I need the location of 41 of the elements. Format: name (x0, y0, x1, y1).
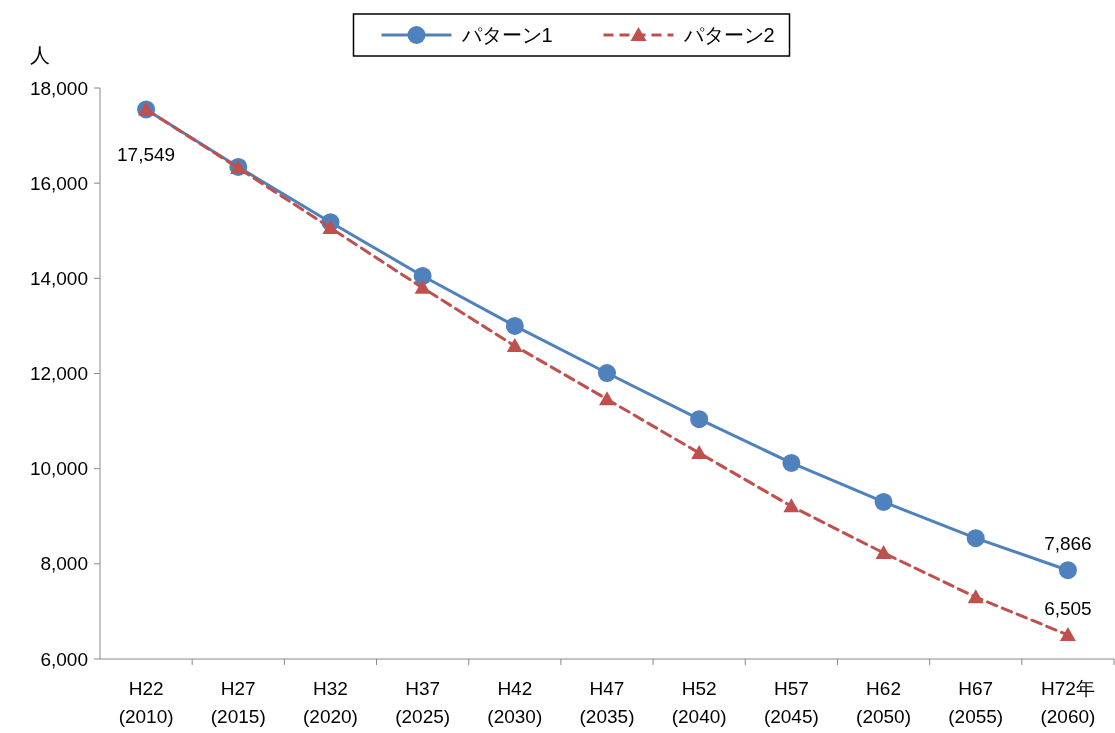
y-axis-title: 人 (30, 44, 50, 66)
point (413, 266, 432, 285)
x-tick-label: H62 (2050) (856, 678, 912, 727)
x-tick-label: H42 (2030) (487, 678, 543, 727)
y-tick-label: 6,000 (40, 648, 88, 670)
point (966, 529, 985, 548)
x-tick-label: H57 (2045) (763, 678, 819, 727)
y-tick-label: 14,000 (29, 267, 88, 289)
point (599, 391, 615, 406)
x-tick-label: H67 (2055) (948, 678, 1004, 727)
x-tick-label: H22 (2010) (118, 678, 174, 727)
x-tick-label: H47 (2035) (579, 678, 635, 727)
point (967, 589, 984, 604)
y-tick-label: 8,000 (40, 553, 88, 575)
x-tick-label: H37 (2025) (395, 678, 451, 727)
x-tick-label: H72年 (2060) (1040, 678, 1096, 727)
point (690, 410, 709, 429)
y-tick-label: 12,000 (29, 363, 88, 385)
point (1058, 561, 1077, 580)
x-tick-label: H32 (2020) (302, 678, 358, 727)
point (874, 492, 893, 511)
point (598, 364, 616, 383)
x-tick-label: H52 (2040) (671, 678, 727, 727)
x-tick-label: H27 (2015) (210, 678, 266, 727)
legend-label: パターン1 (460, 24, 553, 46)
point (505, 316, 524, 335)
point (414, 279, 431, 294)
point (783, 498, 800, 513)
legend-label: パターン2 (682, 24, 775, 46)
point (1059, 626, 1076, 641)
point (691, 444, 708, 459)
point (322, 219, 339, 234)
data-label: 7,866 (1044, 533, 1092, 555)
y-tick-label: 10,000 (29, 458, 88, 480)
y-tick-label: 16,000 (29, 172, 88, 194)
point (506, 337, 523, 352)
point (782, 453, 801, 472)
data-label: 17,549 (117, 144, 176, 166)
point (875, 544, 892, 559)
y-tick-label: 18,000 (29, 77, 88, 99)
data-label: 6,505 (1044, 597, 1092, 619)
